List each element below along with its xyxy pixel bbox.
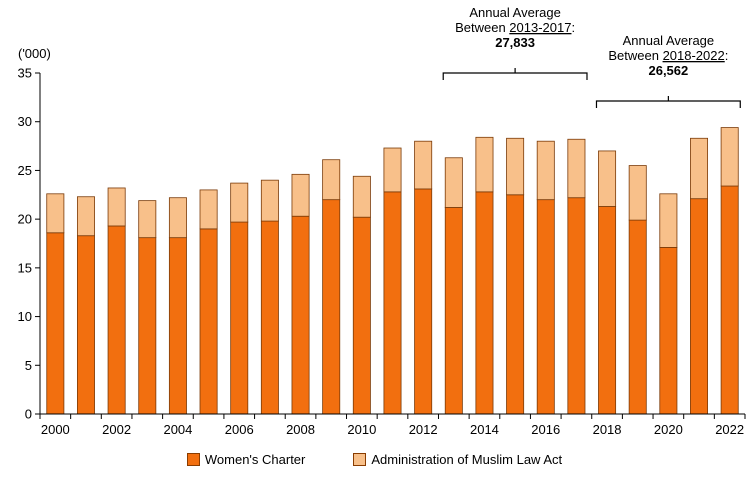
bar-womens-charter	[659, 246, 678, 415]
y-tick-label: 20	[18, 212, 32, 227]
bar-womens-charter	[291, 215, 310, 415]
annotation-period-line: Between 2013-2017:	[455, 20, 575, 35]
annotation-period: 2018-2022	[663, 48, 725, 63]
legend-item-womens-charter: Women's Charter	[186, 452, 306, 467]
x-tick-label: 2006	[225, 422, 254, 437]
bar-muslim-law-act	[76, 196, 95, 237]
bar-womens-charter	[414, 188, 433, 415]
annotation-period-line: Between 2018-2022:	[608, 48, 728, 63]
bar-muslim-law-act	[107, 187, 126, 227]
bar-muslim-law-act	[199, 189, 218, 230]
bar-muslim-law-act	[720, 127, 739, 187]
bar-womens-charter	[168, 237, 187, 415]
y-tick-label: 15	[18, 260, 32, 275]
bar-muslim-law-act	[414, 140, 433, 190]
x-tick-label: 2018	[593, 422, 622, 437]
x-tick-label: 2008	[286, 422, 315, 437]
x-tick-label: 2000	[41, 422, 70, 437]
bar-muslim-law-act	[690, 137, 709, 200]
annotation-bracket	[595, 96, 741, 108]
annotation-period-prefix: Between	[608, 48, 662, 63]
annotation-period-suffix: :	[725, 48, 729, 63]
x-tick-label: 2020	[654, 422, 683, 437]
bar-muslim-law-act	[322, 159, 341, 201]
y-tick-label: 5	[25, 358, 32, 373]
bar-muslim-law-act	[291, 173, 310, 217]
bar-womens-charter	[567, 197, 586, 415]
bar-womens-charter	[720, 185, 739, 415]
bar-muslim-law-act	[506, 137, 525, 196]
annotation-value: 26,562	[648, 63, 688, 78]
y-tick-label: 25	[18, 163, 32, 178]
legend-swatch-muslim-law-act	[353, 453, 367, 466]
x-tick-label: 2012	[409, 422, 438, 437]
y-tick-label: 30	[18, 114, 32, 129]
bar-womens-charter	[444, 207, 463, 415]
bar-womens-charter	[199, 228, 218, 415]
bar-womens-charter	[107, 225, 126, 415]
bar-womens-charter	[475, 191, 494, 415]
bar-muslim-law-act	[659, 193, 678, 248]
y-tick-label: 10	[18, 309, 32, 324]
bar-muslim-law-act	[46, 193, 65, 234]
legend: Women's Charter Administration of Muslim…	[0, 452, 749, 467]
y-tick-label: 35	[18, 66, 32, 81]
bar-muslim-law-act	[598, 150, 617, 207]
annotation-title: Annual Average	[623, 33, 715, 48]
bar-muslim-law-act	[260, 179, 279, 222]
legend-label-womens-charter: Women's Charter	[204, 452, 306, 467]
bar-womens-charter	[383, 191, 402, 415]
bar-womens-charter	[46, 232, 65, 415]
annotation-period-prefix: Between	[455, 20, 509, 35]
bar-womens-charter	[536, 199, 555, 415]
x-tick-label: 2010	[347, 422, 376, 437]
legend-label-muslim-law-act: Administration of Muslim Law Act	[371, 452, 563, 467]
bar-womens-charter	[506, 194, 525, 415]
bar-muslim-law-act	[628, 165, 647, 221]
bar-womens-charter	[598, 206, 617, 415]
bar-womens-charter	[76, 235, 95, 415]
x-tick-label: 2016	[531, 422, 560, 437]
x-tick-label: 2002	[102, 422, 131, 437]
bar-muslim-law-act	[230, 182, 249, 223]
x-tick-label: 2014	[470, 422, 499, 437]
annotation-bracket	[442, 68, 588, 80]
annotation-period: 2013-2017	[509, 20, 571, 35]
x-axis: 2000 2002 2004 2006 2008 2010 2012 2014 2016 2018…	[39, 413, 746, 437]
bar-muslim-law-act	[444, 157, 463, 208]
legend-swatch-womens-charter	[186, 453, 200, 466]
bar-womens-charter	[138, 237, 157, 415]
y-tick-label: 0	[25, 407, 32, 422]
y-axis: 0 5 10 15 20 25 30 35	[18, 66, 41, 422]
bar-womens-charter	[230, 221, 249, 415]
bar-womens-charter	[352, 216, 371, 415]
annotation-value: 27,833	[495, 35, 535, 50]
bar-womens-charter	[690, 198, 709, 415]
bar-womens-charter	[260, 220, 279, 415]
bar-muslim-law-act	[475, 136, 494, 193]
bar-muslim-law-act	[567, 138, 586, 199]
x-tick-label: 2004	[163, 422, 192, 437]
bar-muslim-law-act	[536, 140, 555, 201]
x-tick-label: 2022	[715, 422, 744, 437]
bar-muslim-law-act	[138, 200, 157, 239]
bar-muslim-law-act	[383, 147, 402, 193]
annotation-period-suffix: :	[571, 20, 575, 35]
legend-item-muslim-law-act: Administration of Muslim Law Act	[353, 452, 562, 467]
bar-muslim-law-act	[168, 197, 187, 239]
bar-womens-charter	[628, 219, 647, 415]
bars-group	[46, 127, 739, 415]
bar-muslim-law-act	[352, 175, 371, 218]
bar-womens-charter	[322, 199, 341, 415]
y-axis-unit-label: ('000)	[18, 46, 51, 61]
annotation-title: Annual Average	[469, 5, 561, 20]
